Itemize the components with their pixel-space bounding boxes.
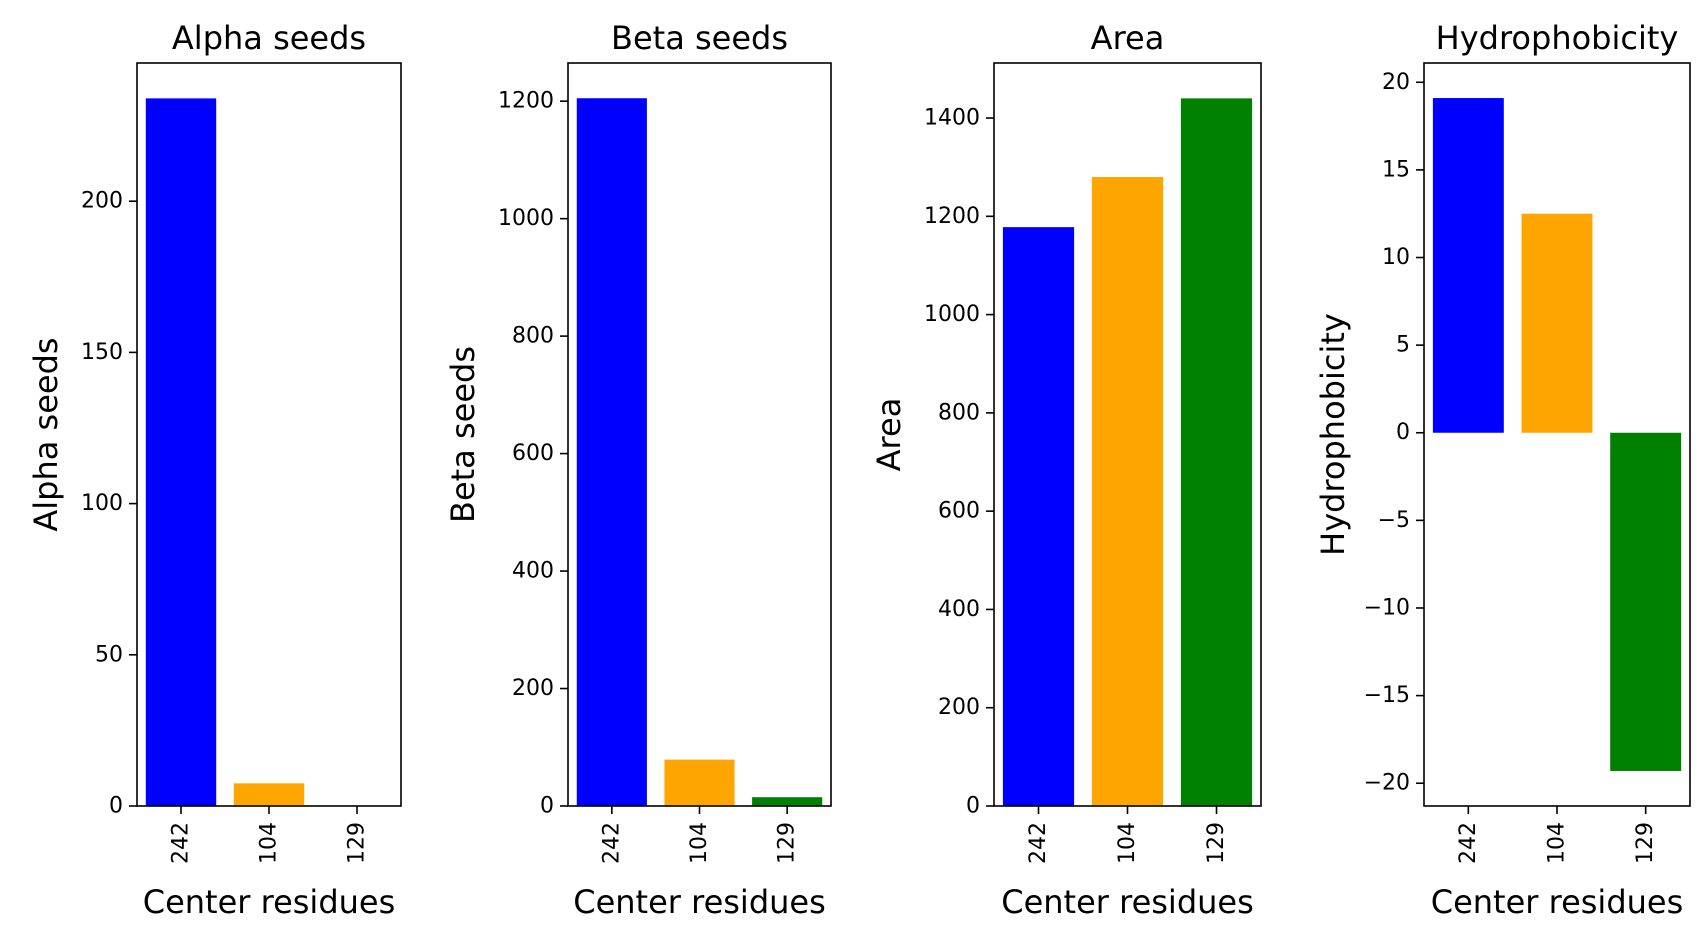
y-tick-label: 15 [1382,157,1410,182]
y-tick-label: −20 [1364,771,1410,796]
chart-panel-4: −20 −15 −10 −5 0 5 10 15 20 242 104 129 Hydrophobici… [1314,19,1691,921]
x-tick-label: 104 [257,822,282,864]
x-axis-label: Center residues [1431,883,1684,921]
chart-title: Area [1091,19,1165,57]
y-axis-label: Beta seeds [444,346,482,523]
y-tick-label: −5 [1378,508,1410,533]
bar-242 [1432,98,1504,433]
bar-242 [576,98,647,807]
y-tick-label: 1400 [924,106,980,131]
bar-129 [752,797,823,806]
y-tick-label: 100 [81,491,123,516]
y-tick-label: 10 [1382,245,1410,270]
chart-title: Alpha seeds [172,19,366,57]
bar-104 [1521,213,1593,433]
chart-panel-1: 0 50 100 150 200 242 104 129 Alpha seeds Center r… [27,19,402,921]
y-tick-label: 0 [109,794,123,819]
y-tick-label: 0 [966,794,980,819]
y-tick-label: 20 [1382,70,1410,95]
y-tick-label: 600 [938,499,980,524]
bar-242 [145,98,217,806]
y-tick-label: −10 [1364,595,1410,620]
y-tick-label: 800 [512,324,554,349]
y-axis-label: Area [870,398,908,472]
y-tick-label: 200 [81,189,123,214]
x-tick-label: 242 [169,822,194,864]
y-tick-label: 1000 [498,206,554,231]
x-axis-label: Center residues [573,883,826,921]
chart-panel-3: 0 200 400 600 800 1000 1200 1400 242 104 129 Area Ce… [870,19,1262,921]
y-axis-label: Hydrophobicity [1314,313,1352,556]
y-tick-label: 200 [512,676,554,701]
y-tick-label: 200 [938,695,980,720]
y-tick-label: 600 [512,441,554,466]
y-tick-label: 800 [938,400,980,425]
y-tick-label: −15 [1364,683,1410,708]
y-tick-label: 1200 [498,89,554,114]
x-tick-label: 129 [345,822,370,864]
x-tick-label: 242 [599,822,624,864]
x-tick-label: 104 [1545,822,1570,864]
y-tick-label: 1000 [924,302,980,327]
y-tick-label: 50 [95,642,123,667]
y-tick-label: 400 [512,559,554,584]
chart-title: Beta seeds [611,19,788,57]
y-tick-label: 150 [81,340,123,365]
y-tick-label: 1200 [924,204,980,229]
chart-panel-2: 0 200 400 600 800 1000 1200 242 104 129 Beta seeds… [444,19,832,921]
x-tick-label: 129 [1204,822,1229,864]
y-tick-label: 5 [1396,333,1410,358]
chart-title: Hydrophobicity [1436,19,1679,57]
x-tick-label: 129 [775,822,800,864]
bar-104 [664,759,735,806]
bar-129 [1610,432,1682,771]
y-tick-label: 400 [938,597,980,622]
x-axis-label: Center residues [143,883,396,921]
x-tick-label: 242 [1456,822,1481,864]
x-axis-label: Center residues [1001,883,1254,921]
x-tick-label: 104 [1115,822,1140,864]
y-tick-label: 0 [540,794,554,819]
bar-104 [1091,177,1164,806]
x-tick-label: 104 [687,822,712,864]
x-tick-label: 242 [1026,822,1051,864]
y-axis-label: Alpha seeds [27,337,65,531]
bar-242 [1002,227,1075,806]
y-tick-label: 0 [1396,420,1410,445]
bar-129 [1180,98,1253,806]
x-tick-label: 129 [1633,822,1658,864]
bar-104 [233,783,305,806]
